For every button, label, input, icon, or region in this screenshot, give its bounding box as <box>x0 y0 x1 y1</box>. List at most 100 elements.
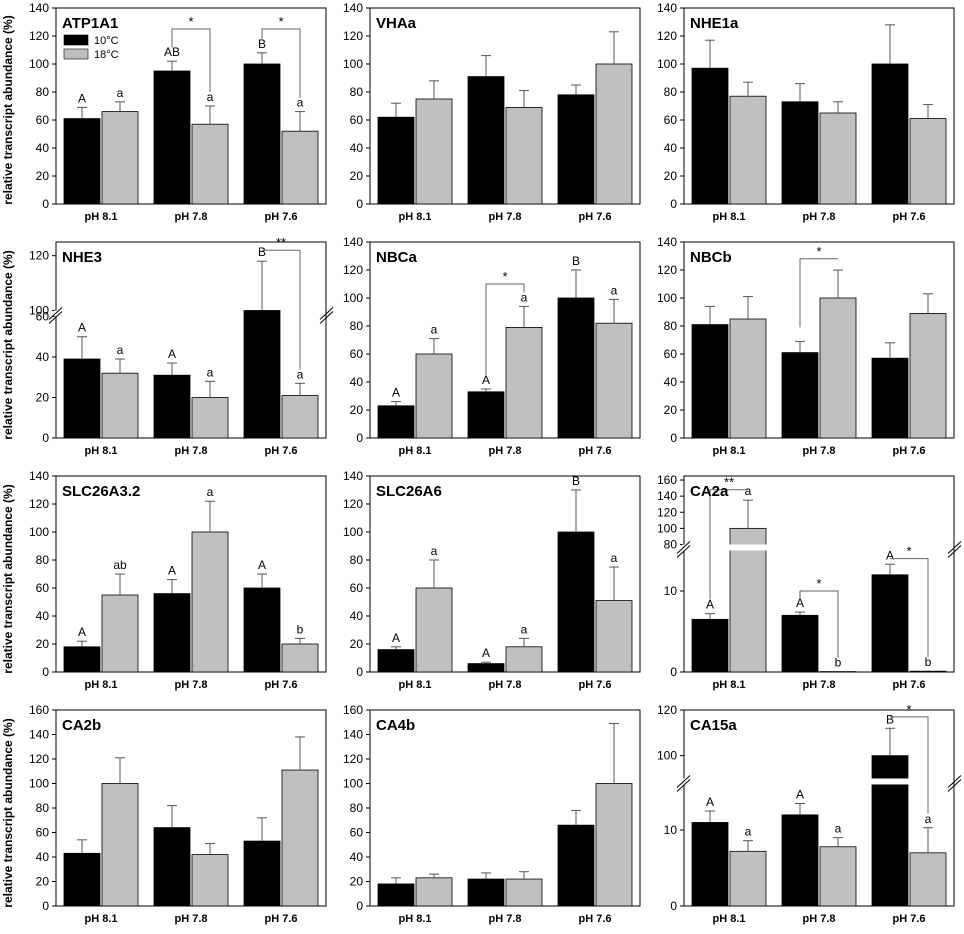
y-tick-label: 40 <box>36 350 50 364</box>
significance-letter: B <box>572 474 580 488</box>
x-tick-label: pH 7.6 <box>892 211 925 223</box>
y-tick-label: 0 <box>42 431 49 445</box>
panel-title: SLC26A6 <box>376 483 442 500</box>
bar <box>557 824 595 907</box>
significance-bracket <box>890 558 929 658</box>
y-tick-label: 100 <box>657 521 677 535</box>
significance-letter: a <box>297 367 304 381</box>
significance-letter: a <box>431 544 438 558</box>
y-tick-label: 140 <box>343 469 363 483</box>
y-tick-label: 140 <box>657 489 677 503</box>
bar <box>63 358 101 439</box>
y-tick-label: 0 <box>42 899 49 913</box>
panel-title: NHE1a <box>690 15 739 32</box>
significance-letter: AB <box>164 45 180 59</box>
bar <box>467 663 505 673</box>
bar <box>871 357 909 439</box>
chart-panel-slc26a6: 0 20 40 60 80 100 120 140 pH 8.1 Aa pH 7.8 Aa pH 7.6… <box>343 469 641 691</box>
chart-panel-ca4b: 0 20 40 60 80 100 120 140 160 pH 8.1 pH 7.8 pH 7.6 C… <box>343 703 641 925</box>
y-tick-label: 20 <box>350 875 364 889</box>
axis-break-mark <box>48 311 63 324</box>
chart-panel-nbcb: 0 20 40 60 80 100 120 140 pH 8.1 pH 7.8 * pH 7.6 NBC… <box>657 235 955 457</box>
significance-letter: B <box>886 712 894 726</box>
y-tick-label: 0 <box>670 197 677 211</box>
bar <box>415 587 453 673</box>
bar <box>595 322 633 439</box>
y-tick-label: 120 <box>343 29 363 43</box>
significance-bracket <box>485 283 525 375</box>
x-tick-label: pH 7.8 <box>174 445 207 457</box>
y-tick-label: 160 <box>657 473 677 487</box>
bar <box>101 372 139 439</box>
y-tick-label: 80 <box>36 801 50 815</box>
y-tick-label: 80 <box>36 553 50 567</box>
significance-star: * <box>816 576 821 591</box>
significance-letter: a <box>117 86 124 100</box>
y-tick-label: 140 <box>29 469 49 483</box>
bar <box>505 878 543 907</box>
significance-letter: a <box>207 90 214 104</box>
axis-break-mark <box>947 541 962 554</box>
axis-break-mark <box>319 311 334 324</box>
significance-letter: A <box>796 787 804 801</box>
y-tick-label: 40 <box>350 375 364 389</box>
y-tick-label: 120 <box>343 752 363 766</box>
y-tick-label: 100 <box>343 525 363 539</box>
significance-star: * <box>906 544 911 559</box>
y-tick-label: 20 <box>36 390 50 404</box>
y-tick-label: 60 <box>36 113 50 127</box>
bar <box>691 67 729 205</box>
bar <box>729 527 767 673</box>
y-tick-label: 100 <box>29 303 49 317</box>
chart-panel-nhe1a: 0 20 40 60 80 100 120 140 pH 8.1 pH 7.8 pH 7.6 NHE1… <box>657 1 955 223</box>
axis-break-mark <box>676 545 691 558</box>
panel-title: CA15a <box>690 717 737 734</box>
bar <box>63 852 101 907</box>
significance-bracket <box>799 590 839 658</box>
y-tick-label: 60 <box>350 113 364 127</box>
bar <box>505 326 543 439</box>
bar <box>781 101 819 205</box>
significance-letter: A <box>168 347 176 361</box>
y-tick-label: 80 <box>664 319 678 333</box>
legend-swatch <box>63 34 89 46</box>
axis-break-mark <box>48 307 63 320</box>
bar <box>505 107 543 205</box>
significance-bracket <box>262 249 301 370</box>
bar <box>377 405 415 439</box>
panel-frame <box>683 475 955 673</box>
x-tick-label: pH 7.8 <box>802 679 835 691</box>
y-tick-label: 0 <box>42 197 49 211</box>
y-tick-label: 100 <box>29 57 49 71</box>
x-tick-label: pH 7.6 <box>264 913 297 925</box>
y-tick-label: 120 <box>657 29 677 43</box>
y-tick-label: 40 <box>664 375 678 389</box>
y-tick-label: 140 <box>657 235 677 249</box>
panel-frame <box>369 475 641 673</box>
significance-bracket <box>890 716 929 814</box>
x-tick-label: pH 7.8 <box>174 211 207 223</box>
panel-title: VHAa <box>376 15 417 32</box>
bar <box>415 877 453 907</box>
significance-star: ** <box>276 235 286 250</box>
bar-break <box>871 778 909 785</box>
bar <box>557 531 595 673</box>
significance-letter: a <box>925 812 932 826</box>
panel-frame <box>683 7 955 205</box>
panel-frame <box>369 7 641 205</box>
bar <box>377 116 415 205</box>
bar <box>467 76 505 205</box>
bar <box>909 312 947 439</box>
y-tick-label: 10 <box>664 823 678 837</box>
significance-letter: a <box>611 551 618 565</box>
bar <box>243 310 281 439</box>
y-tick-label: 40 <box>36 141 50 155</box>
panel-title: CA2a <box>690 483 729 500</box>
x-tick-label: pH 7.8 <box>802 913 835 925</box>
y-tick-label: 60 <box>350 581 364 595</box>
significance-letter: A <box>706 598 714 612</box>
x-tick-label: pH 7.6 <box>892 913 925 925</box>
bar <box>101 594 139 673</box>
x-tick-label: pH 7.8 <box>488 445 521 457</box>
